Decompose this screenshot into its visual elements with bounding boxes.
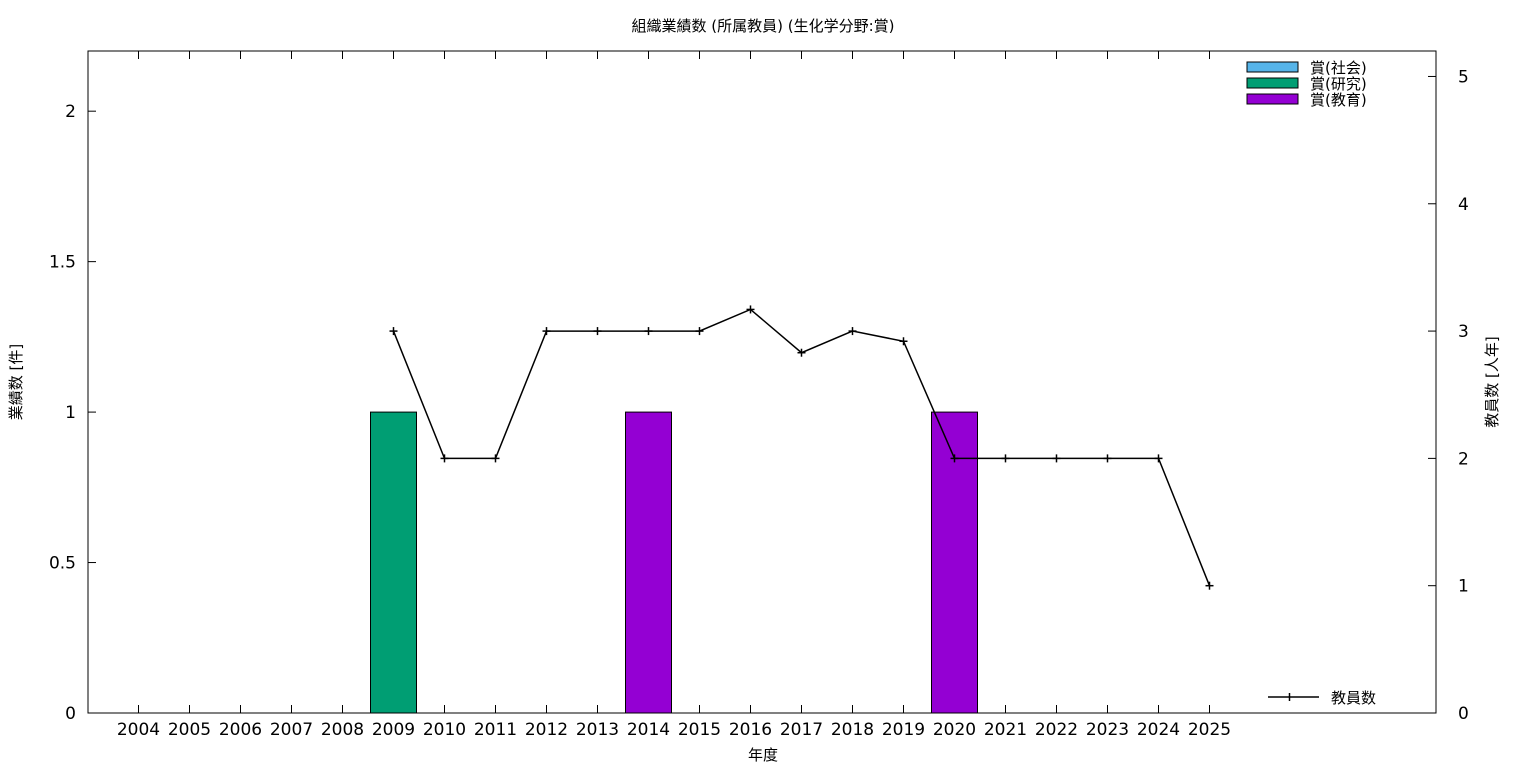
line-point [1052, 454, 1061, 463]
legend-line-label: 教員数 [1331, 689, 1376, 707]
x-tick-label: 2004 [117, 720, 160, 740]
y2-axis-ticks: 0 1 2 3 4 5 [1428, 67, 1469, 724]
legend-swatch [1246, 93, 1299, 105]
x-tick-label: 2009 [372, 720, 415, 740]
x-tick-label: 2023 [1086, 720, 1129, 740]
legend-swatch [1246, 61, 1299, 73]
x-tick-label: 2019 [882, 720, 925, 740]
x-tick-label: 2007 [270, 720, 313, 740]
y-tick-label: 2 [65, 102, 76, 122]
line-point [491, 454, 500, 463]
x-tick-label: 2011 [474, 720, 517, 740]
x-axis-ticks: 2004 2005 2006 2007 2008 2009 2010 2011 2012 2013… [117, 51, 1231, 740]
x-tick-label: 2018 [831, 720, 874, 740]
bar [625, 411, 672, 714]
line-point [389, 327, 398, 336]
x-tick-label: 2010 [423, 720, 466, 740]
x-axis-title: 年度 [748, 746, 778, 764]
y-axis-ticks: 0 0.5 1 1.5 2 [49, 102, 96, 724]
line-point [1154, 454, 1163, 463]
line-point [950, 454, 959, 463]
x-tick-label: 2006 [219, 720, 262, 740]
line-point [542, 327, 551, 336]
y2-tick-label: 0 [1458, 704, 1469, 724]
y2-axis-title: 教員数 [人年] [1483, 336, 1501, 427]
y-axis-title: 業績数 [件] [7, 344, 25, 420]
bars [370, 411, 978, 714]
line-point [899, 337, 908, 346]
y-tick-label: 1.5 [49, 253, 76, 273]
legend-swatch [1246, 77, 1299, 89]
bar [370, 411, 417, 714]
x-tick-label: 2013 [576, 720, 619, 740]
y-tick-label: 0 [65, 704, 76, 724]
y2-tick-label: 2 [1458, 449, 1469, 469]
line-point [1205, 581, 1214, 590]
line-point [797, 348, 806, 357]
line-point [1001, 454, 1010, 463]
x-tick-label: 2021 [984, 720, 1027, 740]
x-tick-label: 2016 [729, 720, 772, 740]
y-tick-label: 0.5 [49, 554, 76, 574]
y2-tick-label: 4 [1458, 195, 1469, 215]
line-point [695, 327, 704, 336]
y-tick-label: 1 [65, 403, 76, 423]
legend-label: 賞(研究) [1310, 75, 1367, 93]
legend-label: 賞(社会) [1310, 59, 1367, 77]
x-tick-label: 2015 [678, 720, 721, 740]
x-tick-label: 2024 [1137, 720, 1180, 740]
bar-legend: 賞(社会)賞(研究)賞(教育) [1246, 59, 1367, 109]
x-tick-label: 2017 [780, 720, 823, 740]
legend-label: 賞(教育) [1310, 91, 1367, 109]
x-tick-label: 2014 [627, 720, 670, 740]
line-point [746, 305, 755, 314]
chart-title: 組織業績数 (所属教員) (生化学分野:賞) [632, 17, 895, 35]
line-point [848, 327, 857, 336]
x-tick-label: 2022 [1035, 720, 1078, 740]
line-point [644, 327, 653, 336]
plot-frame [87, 50, 1437, 714]
teacher-count-line [389, 305, 1214, 590]
x-tick-label: 2012 [525, 720, 568, 740]
line-point [440, 454, 449, 463]
x-tick-label: 2008 [321, 720, 364, 740]
line-point [593, 327, 602, 336]
x-tick-label: 2005 [168, 720, 211, 740]
y2-tick-label: 5 [1458, 67, 1469, 87]
y2-tick-label: 1 [1458, 577, 1469, 597]
line-legend: 教員数 [1268, 689, 1376, 707]
y2-tick-label: 3 [1458, 322, 1469, 342]
x-tick-label: 2025 [1188, 720, 1231, 740]
line-point [1103, 454, 1112, 463]
x-tick-label: 2020 [933, 720, 976, 740]
